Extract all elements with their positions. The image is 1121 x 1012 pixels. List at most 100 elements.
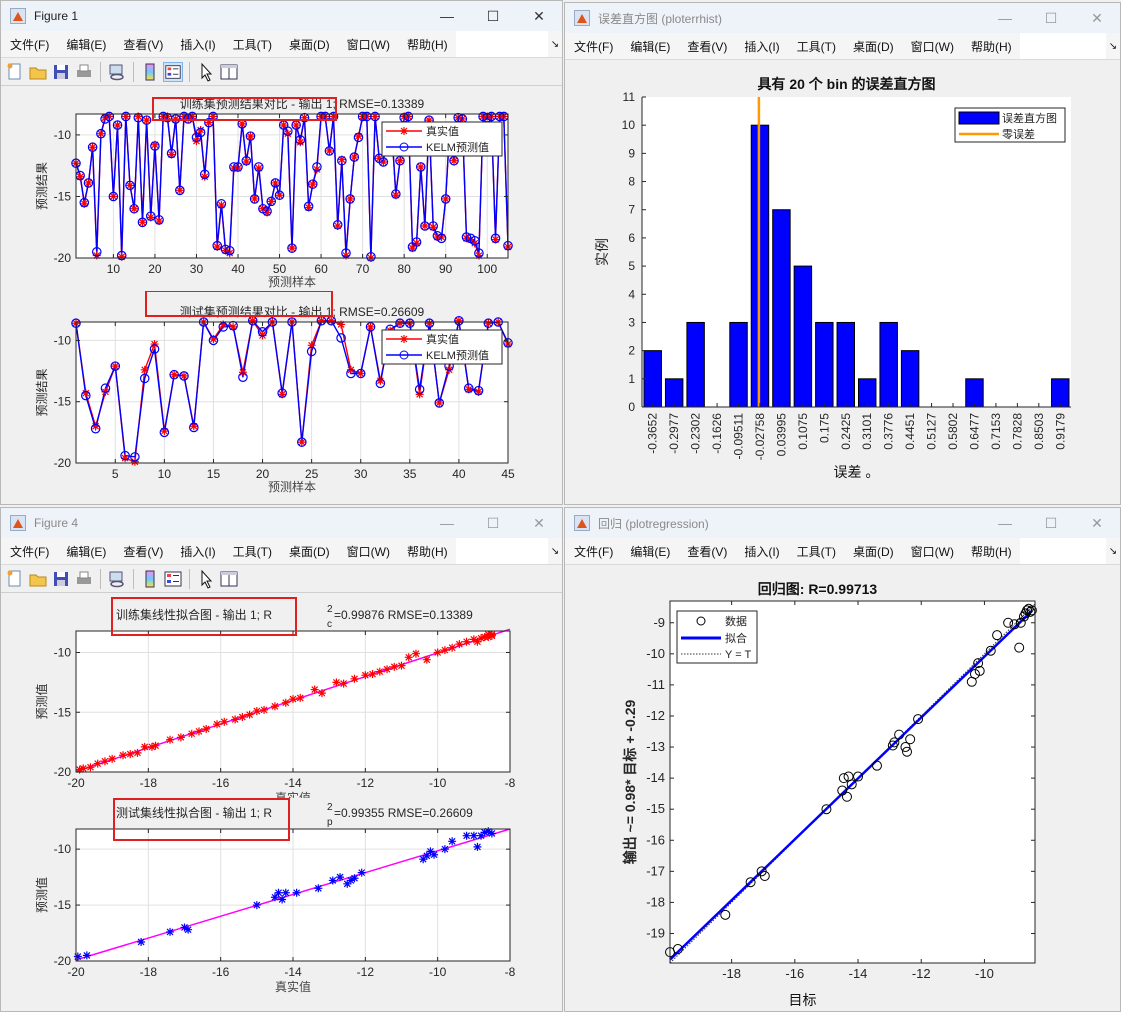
minimize-button[interactable]: — xyxy=(440,8,454,24)
close-button[interactable]: ✕ xyxy=(533,514,545,531)
x-tick-label: 60 xyxy=(314,262,328,276)
menu-item-4[interactable]: 工具(T) xyxy=(232,37,272,52)
y-axis-label: 预测结果 xyxy=(35,368,49,416)
menu-item-3[interactable]: 插入(I) xyxy=(180,544,216,559)
pointer-icon[interactable] xyxy=(196,62,216,82)
histogram-bar xyxy=(815,321,834,408)
open-folder-icon[interactable] xyxy=(28,62,48,82)
y-tick-label: -15 xyxy=(54,395,72,409)
menubar: 文件(F) 编辑(E) 查看(V) 插入(I) 工具(T) 桌面(D) 窗口(W) 帮助(H)… xyxy=(565,33,1120,60)
legend-entry: Y = T xyxy=(725,649,751,661)
menu-item-1[interactable]: 编辑(E) xyxy=(630,544,671,559)
open-folder-icon[interactable] xyxy=(28,569,48,589)
menu-item-4[interactable]: 工具(T) xyxy=(796,544,836,559)
x-tick-label: -8 xyxy=(505,776,516,790)
menu-item-1[interactable]: 编辑(E) xyxy=(66,37,107,52)
minimize-button[interactable]: — xyxy=(998,515,1012,531)
chart-title: 测试集线性拟合图 - 输出 1; R xyxy=(116,805,272,820)
data-point xyxy=(672,944,683,955)
x-tick-label: 35 xyxy=(403,467,417,481)
menu-item-2[interactable]: 查看(V) xyxy=(123,544,164,559)
close-button[interactable]: ✕ xyxy=(533,7,545,24)
menu-item-0[interactable]: 文件(F) xyxy=(10,37,50,52)
x-tick-label: -18 xyxy=(140,965,158,979)
y-tick-label: -15 xyxy=(54,705,72,719)
x-tick-label: -8 xyxy=(505,965,516,979)
maximize-button[interactable]: ☐ xyxy=(1044,514,1058,531)
menu-item-2[interactable]: 查看(V) xyxy=(687,39,728,54)
x-tick-label: -20 xyxy=(67,776,85,790)
y-tick-label: -10 xyxy=(54,333,72,347)
menu-item-0[interactable]: 文件(F) xyxy=(574,544,614,559)
menu-item-5[interactable]: 桌面(D) xyxy=(288,37,330,52)
menu-overflow-icon[interactable]: ↘ xyxy=(550,545,560,557)
menu-item-3[interactable]: 插入(I) xyxy=(180,37,216,52)
new-file-icon[interactable] xyxy=(5,569,25,589)
link-plot-icon[interactable] xyxy=(107,569,127,589)
menu-item-0[interactable]: 文件(F) xyxy=(574,39,614,54)
menu-item-1[interactable]: 编辑(E) xyxy=(630,39,671,54)
figure4-titlebar[interactable]: Figure 4 — ☐ ✕ xyxy=(1,508,562,538)
x-tick-label: 100 xyxy=(477,262,497,276)
menu-item-4[interactable]: 工具(T) xyxy=(232,544,272,559)
menu-item-1[interactable]: 编辑(E) xyxy=(66,544,107,559)
y-tick-label: -16 xyxy=(646,832,665,847)
menu-item-2[interactable]: 查看(V) xyxy=(687,544,728,559)
regression-window: 回归 (plotregression) — ☐ ✕ 文件(F) 编辑(E) 查看(V… xyxy=(564,507,1121,1012)
minimize-button[interactable]: — xyxy=(440,515,454,531)
print-icon[interactable] xyxy=(74,62,94,82)
print-icon[interactable] xyxy=(74,569,94,589)
menu-item-3[interactable]: 插入(I) xyxy=(744,39,780,54)
close-button[interactable]: ✕ xyxy=(1091,514,1103,531)
chart-train-compare: 10 20 30 40 50 60 70 80 90 100 -20 -15 -10 训练集预测结果对比 … xyxy=(35,96,513,289)
colorbar-icon[interactable] xyxy=(140,62,160,82)
new-file-icon[interactable] xyxy=(5,62,25,82)
menu-item-5[interactable]: 桌面(D) xyxy=(852,39,894,54)
menu-item-3[interactable]: 插入(I) xyxy=(744,544,780,559)
menu-item-6[interactable]: 窗口(W) xyxy=(346,544,390,559)
legend-entry: 真实值 xyxy=(426,332,459,346)
maximize-button[interactable]: ☐ xyxy=(486,7,500,24)
menu-item-7[interactable]: 帮助(H) xyxy=(406,37,448,52)
data-point xyxy=(900,742,911,753)
maximize-button[interactable]: ☐ xyxy=(486,514,500,531)
menu-overflow-icon[interactable]: ↘ xyxy=(1108,545,1118,557)
menu-item-6[interactable]: 窗口(W) xyxy=(910,544,954,559)
svg-text:2: 2 xyxy=(327,802,333,813)
y-tick-label: 11 xyxy=(623,90,636,104)
data-point xyxy=(745,877,756,888)
figure1-titlebar[interactable]: Figure 1 — ☐ ✕ xyxy=(1,1,562,31)
property-inspector-icon[interactable] xyxy=(219,569,239,589)
menu-item-7[interactable]: 帮助(H) xyxy=(970,39,1012,54)
x-tick-label: -0.02758 xyxy=(753,413,767,461)
legend-icon[interactable] xyxy=(163,61,183,82)
legend-entry: 零误差 xyxy=(1002,127,1035,141)
x-tick-label: -12 xyxy=(912,966,931,981)
errhist-titlebar[interactable]: 误差直方图 (ploterrhist) — ☐ ✕ xyxy=(565,3,1120,33)
menu-overflow-icon[interactable]: ↘ xyxy=(550,38,560,50)
legend-icon[interactable] xyxy=(163,569,183,589)
close-button[interactable]: ✕ xyxy=(1091,9,1103,26)
legend-entry: KELM预测值 xyxy=(426,141,489,154)
minimize-button[interactable]: — xyxy=(998,10,1012,26)
save-icon[interactable] xyxy=(51,62,71,82)
link-plot-icon[interactable] xyxy=(107,62,127,82)
menu-item-2[interactable]: 查看(V) xyxy=(123,37,164,52)
property-inspector-icon[interactable] xyxy=(219,62,239,82)
data-point xyxy=(973,658,984,669)
menu-item-5[interactable]: 桌面(D) xyxy=(288,544,330,559)
y-tick-label: -13 xyxy=(646,739,665,754)
colorbar-icon[interactable] xyxy=(140,569,160,589)
menu-item-7[interactable]: 帮助(H) xyxy=(970,544,1012,559)
maximize-button[interactable]: ☐ xyxy=(1044,9,1058,26)
pointer-icon[interactable] xyxy=(196,569,216,589)
menu-item-7[interactable]: 帮助(H) xyxy=(406,544,448,559)
menu-item-6[interactable]: 窗口(W) xyxy=(346,37,390,52)
save-icon[interactable] xyxy=(51,569,71,589)
menu-item-6[interactable]: 窗口(W) xyxy=(910,39,954,54)
menu-item-4[interactable]: 工具(T) xyxy=(796,39,836,54)
regression-titlebar[interactable]: 回归 (plotregression) — ☐ ✕ xyxy=(565,508,1120,538)
menu-item-5[interactable]: 桌面(D) xyxy=(852,544,894,559)
menu-overflow-icon[interactable]: ↘ xyxy=(1108,40,1118,52)
menu-item-0[interactable]: 文件(F) xyxy=(10,544,50,559)
